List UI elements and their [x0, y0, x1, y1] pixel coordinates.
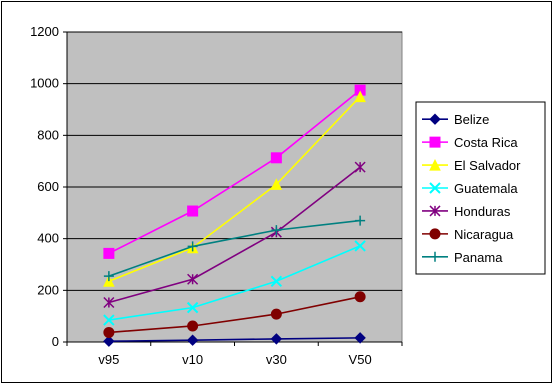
legend-label-guatemala: Guatemala: [454, 181, 518, 196]
legend-marker-guatemala: [429, 182, 441, 194]
data-point-honduras: [187, 273, 199, 285]
data-point-el-salvador: [103, 275, 115, 287]
data-point-costa-rica: [103, 247, 115, 259]
series-line-honduras: [108, 166, 361, 304]
y-tick-label: 400: [37, 231, 59, 246]
data-point-nicaragua: [187, 320, 199, 332]
x-tick-label: v30: [266, 352, 287, 367]
data-point-honduras: [354, 161, 366, 173]
data-point-costa-rica: [187, 205, 199, 217]
data-point-guatemala: [354, 240, 366, 252]
series-line-guatemala: [108, 245, 361, 321]
data-point-nicaragua: [270, 308, 282, 320]
y-tick-label: 0: [52, 334, 59, 349]
data-point-panama: [103, 271, 114, 282]
series-line-belize: [108, 337, 361, 343]
y-tick-label: 600: [37, 179, 59, 194]
data-point-costa-rica: [270, 152, 282, 164]
series-line-el-salvador: [108, 96, 361, 283]
data-point-guatemala: [186, 301, 199, 314]
y-tick-label: 1000: [30, 76, 59, 91]
x-tick-label: v95: [98, 352, 119, 367]
x-tick-label: V50: [349, 352, 372, 367]
y-tick-label: 1200: [30, 24, 59, 39]
y-tick-label: 800: [37, 127, 59, 142]
legend: [415, 101, 546, 275]
data-point-guatemala: [103, 314, 115, 326]
data-point-nicaragua: [354, 291, 366, 303]
data-point-honduras: [103, 296, 115, 309]
data-point-belize: [354, 332, 366, 344]
legend-marker-honduras: [429, 205, 441, 217]
x-tick-label: v10: [182, 352, 203, 367]
legend-marker-el-salvador: [429, 158, 441, 171]
legend-label-panama: Panama: [454, 250, 503, 265]
data-point-belize: [103, 335, 115, 347]
legend-marker-panama: [430, 251, 440, 262]
series-line-panama: [108, 219, 361, 277]
legend-label-el-salvador: El Salvador: [454, 158, 521, 173]
legend-marker-belize: [429, 113, 441, 125]
data-point-panama: [187, 241, 198, 252]
y-tick-label: 200: [37, 282, 59, 297]
data-point-el-salvador: [270, 178, 283, 190]
legend-marker-costa-rica: [429, 136, 441, 148]
data-point-nicaragua: [103, 326, 115, 338]
legend-label-honduras: Honduras: [454, 204, 511, 219]
legend-label-costa-rica: Costa Rica: [454, 135, 518, 150]
data-point-guatemala: [270, 275, 283, 287]
data-point-belize: [270, 333, 283, 345]
series-line-nicaragua: [108, 296, 361, 334]
data-point-panama: [271, 225, 282, 236]
series-line-costa-rica: [108, 89, 361, 255]
data-point-belize: [186, 334, 199, 346]
data-point-el-salvador: [354, 90, 366, 103]
data-point-panama: [355, 215, 366, 226]
legend-marker-nicaragua: [429, 228, 441, 240]
legend-label-belize: Belize: [454, 112, 489, 127]
legend-label-nicaragua: Nicaragua: [454, 227, 514, 242]
